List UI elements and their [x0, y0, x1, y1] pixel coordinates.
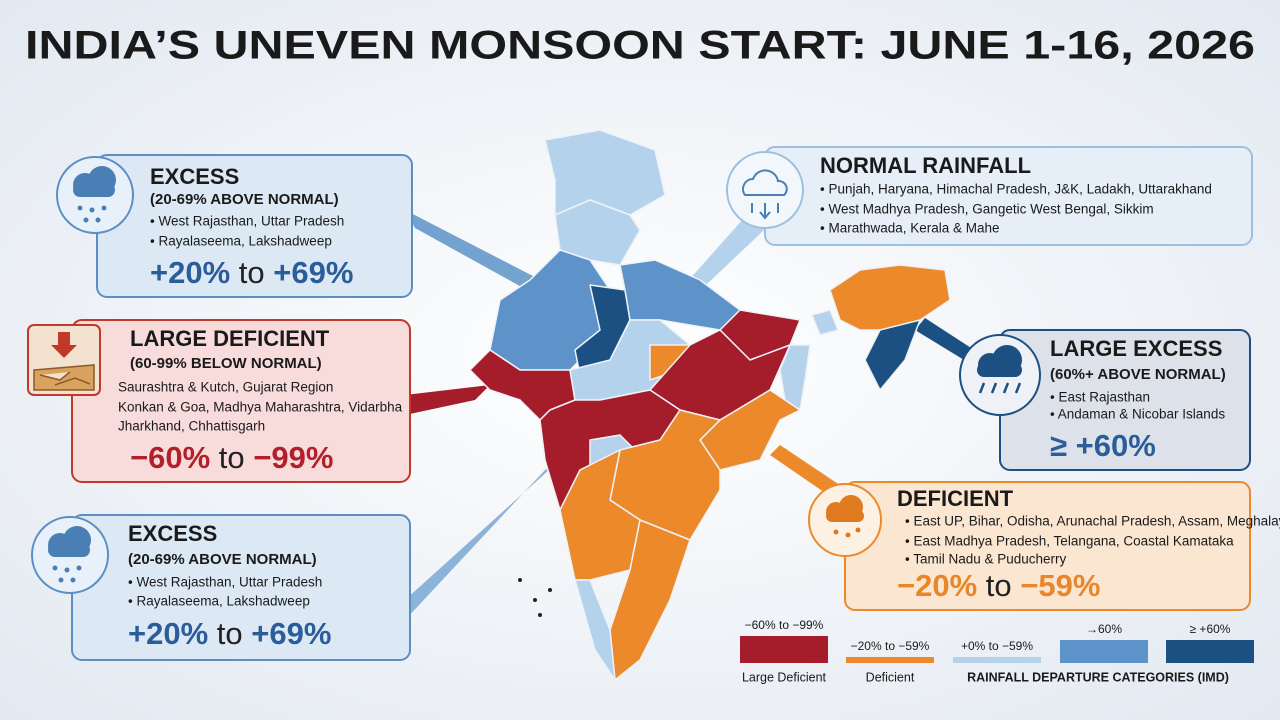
title: INDIA’S UNEVEN MONSOON START: JUNE 1-16,…	[25, 24, 1255, 68]
subheading: (60%+ ABOVE NORMAL)	[1050, 366, 1226, 383]
range-from: −20%	[897, 568, 977, 603]
range-joiner: to	[239, 255, 265, 290]
item: • East Madhya Pradesh, Telangana, Coasta…	[905, 534, 1234, 549]
heading: NORMAL RAINFALL	[820, 153, 1031, 178]
legend-range: −60% to −99%	[745, 618, 824, 632]
range: −60% to −99%	[130, 440, 333, 475]
item: Konkan & Goa, Madhya Maharashtra, Vidarb…	[118, 400, 403, 415]
down-arrow	[51, 332, 77, 358]
legend-caption: RAINFALL DEPARTURE CATEGORIES (IMD)	[967, 670, 1229, 684]
range-to: +69%	[273, 255, 353, 290]
heading: LARGE EXCESS	[1050, 336, 1222, 361]
item: • Andaman & Nicobar Islands	[1050, 407, 1225, 422]
item: • Tamil Nadu & Puducherry	[905, 552, 1067, 567]
item: • Punjah, Haryana, Himachal Pradesh, J&K…	[820, 182, 1212, 197]
range-from: −60%	[130, 440, 210, 475]
cloud	[48, 526, 91, 583]
legend-label: Large Deficient	[742, 670, 827, 684]
legend-range: +0% to −59%	[961, 639, 1033, 653]
legend-range: −20% to −59%	[851, 639, 930, 653]
subheading: (60-99% BELOW NORMAL)	[130, 355, 322, 372]
subheading: (20-69% ABOVE NORMAL)	[150, 191, 339, 208]
legend-swatch	[846, 657, 934, 663]
subheading: (20-69% ABOVE NORMAL)	[128, 551, 317, 568]
heading: LARGE DEFICIENT	[130, 326, 330, 351]
range-joiner: to	[217, 616, 243, 651]
legend-range: →60%	[1086, 622, 1122, 636]
item: Jharkhand, Chhattisgarh	[118, 419, 265, 434]
cloud	[826, 495, 864, 538]
range: ≥ +60%	[1050, 428, 1156, 463]
range: +20% to +69%	[150, 255, 353, 290]
item: • East UP, Bihar, Odisha, Arunachal Prad…	[905, 514, 1280, 529]
legend-swatch	[953, 657, 1041, 663]
heading: DEFICIENT	[897, 486, 1014, 511]
legend-range: ≥ +60%	[1190, 622, 1231, 636]
heading: EXCESS	[128, 521, 217, 546]
legend-swatch	[1060, 640, 1148, 663]
cloud	[977, 345, 1022, 394]
cloud	[73, 166, 116, 223]
legend-label: Deficient	[866, 670, 915, 684]
range-to: −99%	[253, 440, 333, 475]
range-to: +69%	[251, 616, 331, 651]
legend: −60% to −99% Large Deficient −20% to −59% D…	[740, 618, 1254, 684]
legend-swatch	[1166, 640, 1254, 663]
range: +20% to +69%	[128, 616, 331, 651]
range-joiner: to	[219, 440, 245, 475]
item: • Marathwada, Kerala & Mahe	[820, 221, 1000, 236]
item: • Rayalaseema, Lakshadweep	[150, 234, 332, 249]
item: • West Rajasthan, Uttar Pradesh	[128, 575, 322, 590]
rain-icon	[726, 151, 804, 229]
india-map	[469, 129, 951, 681]
item: • West Rajasthan, Uttar Pradesh	[150, 214, 344, 229]
item: • East Rajasthan	[1050, 390, 1150, 405]
panel-large-deficient	[71, 319, 411, 483]
range-joiner: to	[986, 568, 1012, 603]
range: −20% to −59%	[897, 568, 1100, 603]
item: Saurashtra & Kutch, Gujarat Region	[118, 380, 333, 395]
item: • Rayalaseema, Lakshadweep	[128, 594, 310, 609]
cracked-ground	[33, 364, 95, 391]
legend-swatch	[740, 636, 828, 663]
heading: EXCESS	[150, 164, 239, 189]
cloud	[742, 169, 788, 220]
range-from: +20%	[128, 616, 208, 651]
range-from: +20%	[150, 255, 230, 290]
item: • West Madhya Pradesh, Gangetic West Ben…	[820, 202, 1154, 217]
range-to: −59%	[1020, 568, 1100, 603]
